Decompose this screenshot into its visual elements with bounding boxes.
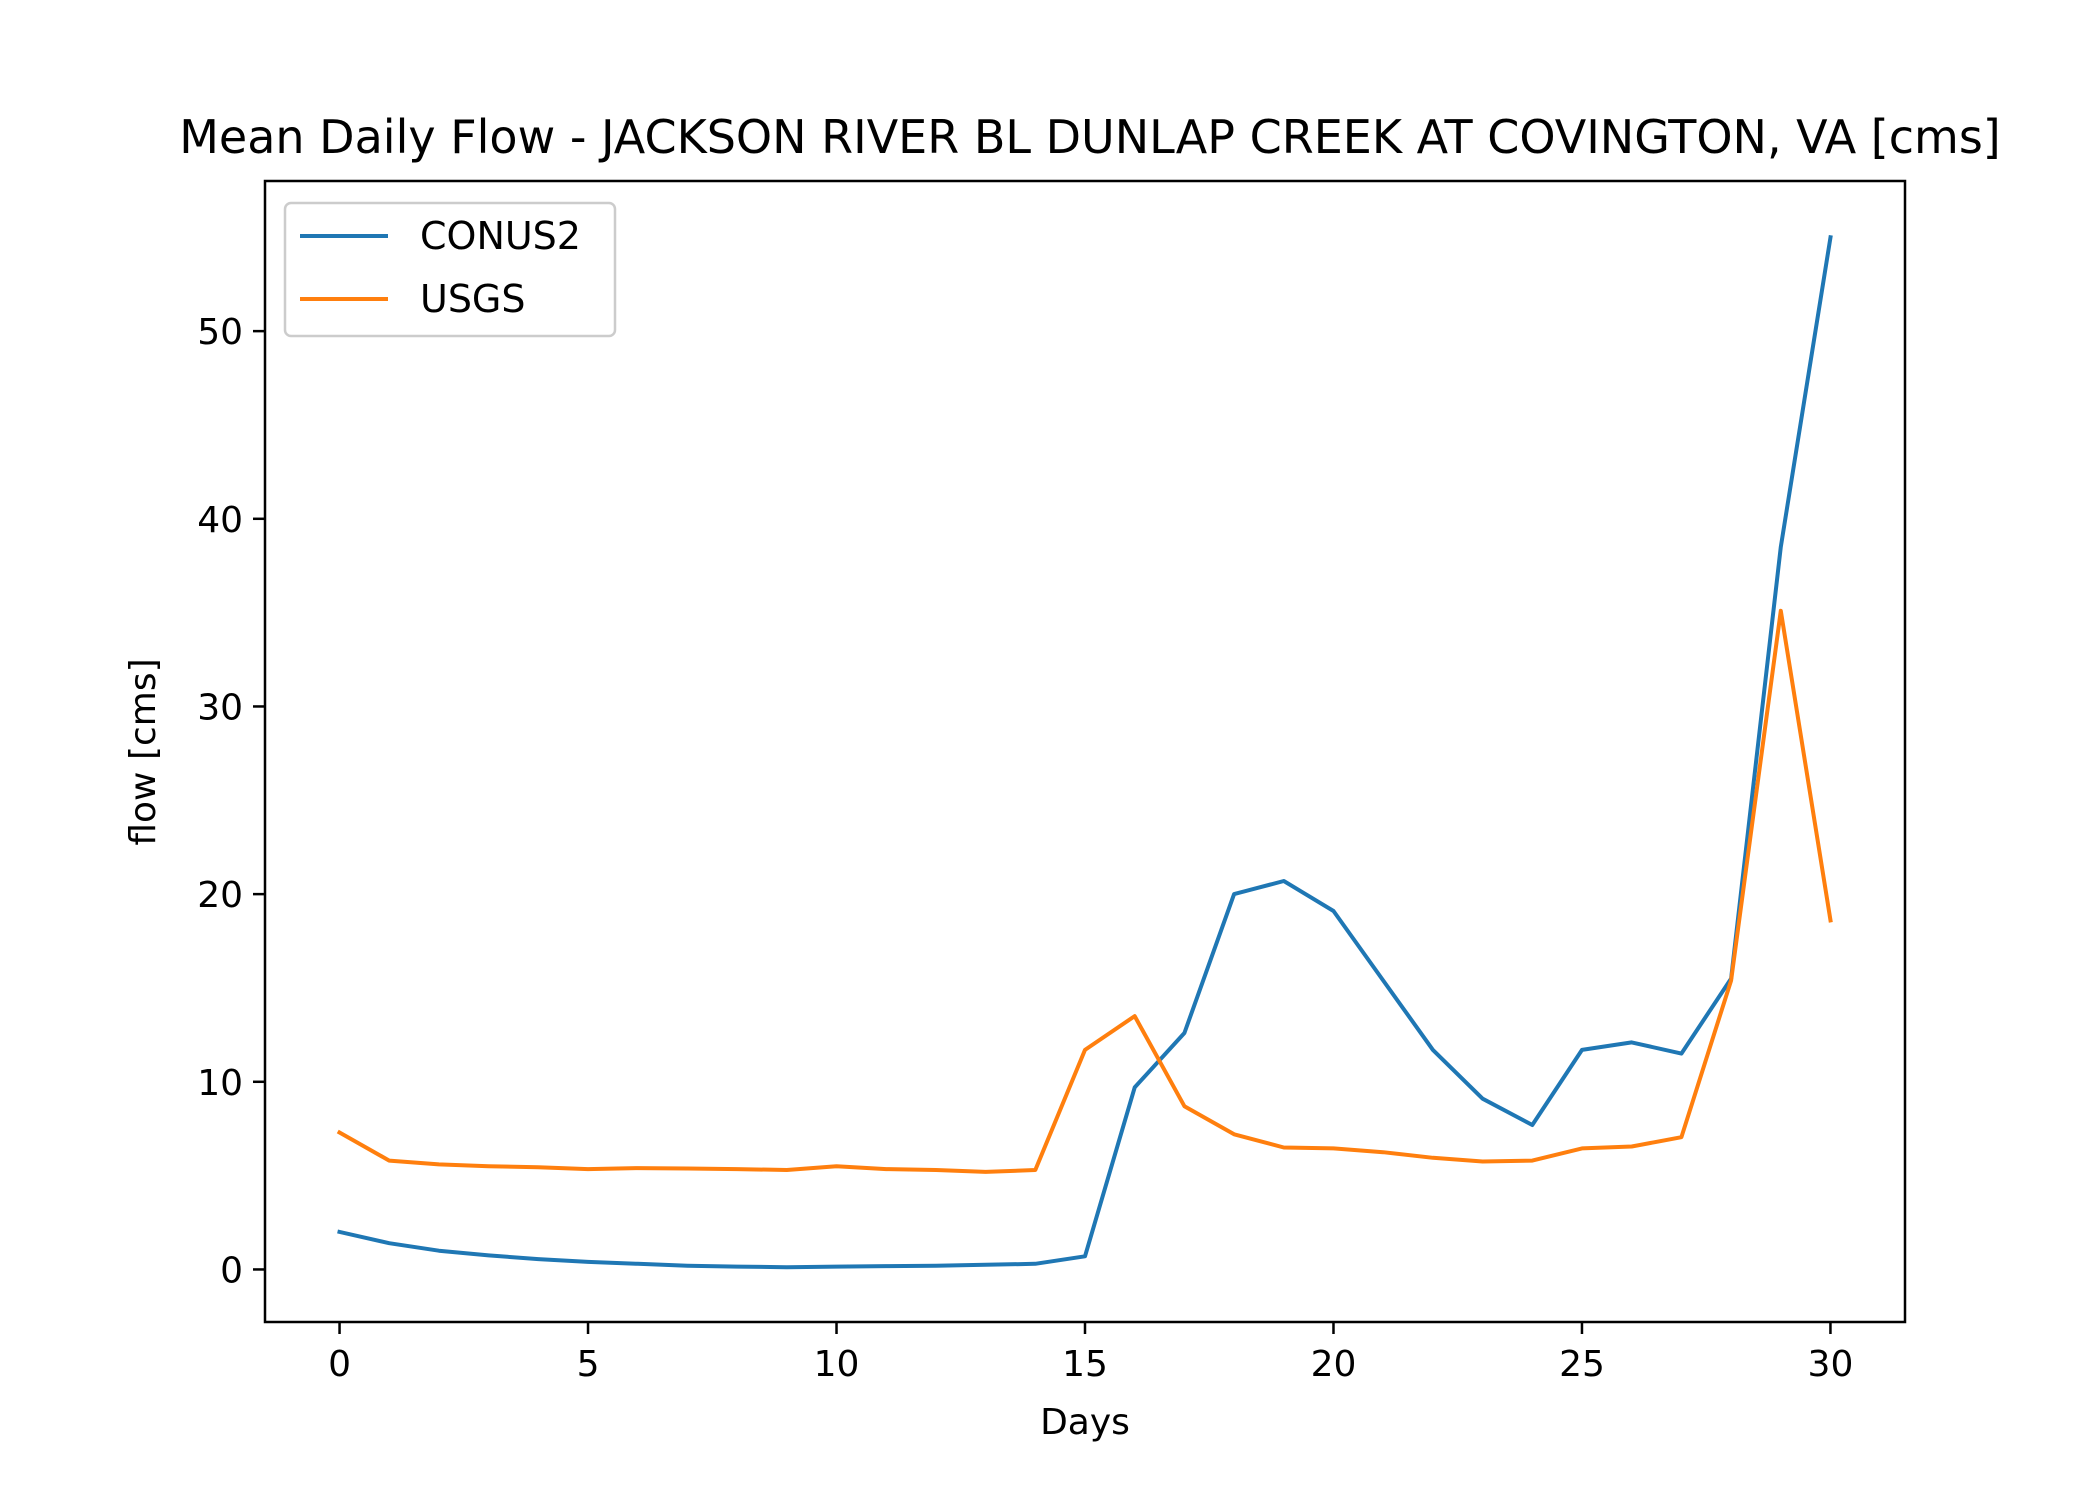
y-tick-label: 40 (197, 500, 243, 541)
y-tick-label: 0 (220, 1250, 243, 1291)
x-tick-label: 20 (1311, 1344, 1357, 1385)
x-tick-label: 25 (1559, 1344, 1605, 1385)
x-tick-label: 10 (814, 1344, 860, 1385)
x-tick-label: 5 (577, 1344, 600, 1385)
series-layer (336, 235, 1833, 1270)
legend: CONUS2 USGS (283, 201, 617, 338)
y-tick-label: 50 (197, 312, 243, 353)
chart-title: Mean Daily Flow - JACKSON RIVER BL DUNLA… (179, 110, 2001, 164)
x-tick-label: 30 (1808, 1344, 1854, 1385)
y-tick-label: 30 (197, 687, 243, 728)
x-axis-label: Days (1040, 1402, 1130, 1443)
series-line-usgs (336, 608, 1833, 1174)
legend-label-usgs: USGS (420, 277, 526, 321)
x-tick-label: 0 (328, 1344, 351, 1385)
legend-label-conus2: CONUS2 (420, 214, 581, 258)
series-line-conus2 (337, 235, 1833, 1270)
y-tick-label: 10 (197, 1063, 243, 1104)
x-tick-label: 15 (1062, 1344, 1108, 1385)
y-axis: 0 10 20 30 40 50 (197, 312, 265, 1291)
x-axis: 0 5 10 15 20 25 30 (328, 1322, 1853, 1385)
y-tick-label: 20 (197, 875, 243, 916)
y-axis-label: flow [cms] (123, 658, 164, 845)
